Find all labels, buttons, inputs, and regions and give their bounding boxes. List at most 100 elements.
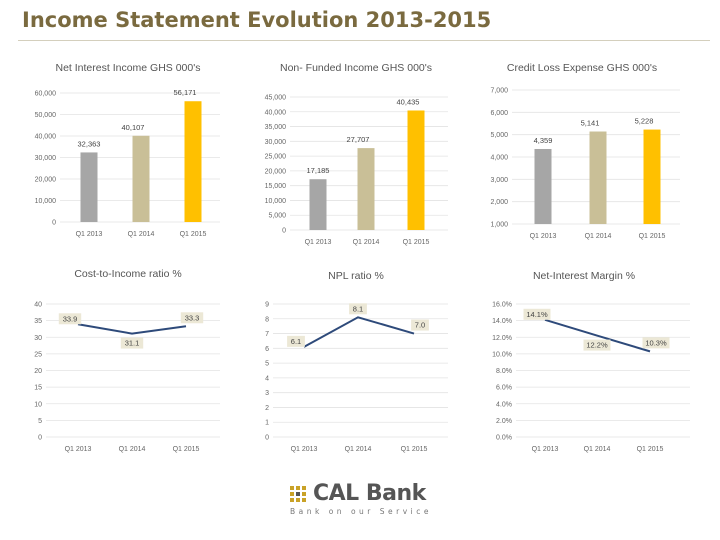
y-tick-label-nfi: 25,000 (265, 154, 287, 161)
x-tick-label-nim: Q1 2015 (637, 446, 664, 453)
data-label-cle: 4,359 (534, 136, 553, 145)
y-tick-label-cti: 35 (34, 318, 42, 325)
x-tick-label-nfi: Q1 2014 (353, 239, 380, 246)
data-label-cti: 31.1 (125, 339, 140, 348)
chart-title-npl: NPL ratio % (328, 270, 384, 282)
x-tick-label-nii: Q1 2015 (180, 231, 207, 238)
data-label-nfi: 40,435 (397, 97, 420, 106)
data-label-cti: 33.3 (185, 313, 200, 322)
data-label-nim: 10.3% (645, 338, 667, 347)
data-label-cle: 5,141 (581, 119, 600, 128)
data-label-nfi: 27,707 (347, 135, 370, 144)
data-label-bg-npl (287, 335, 305, 347)
data-label-cti: 33.9 (63, 314, 78, 323)
bar-nii (184, 101, 202, 222)
y-tick-label-nii: 0 (52, 220, 56, 227)
bar-cle (643, 129, 661, 224)
data-label-bg-nim (523, 308, 551, 320)
y-tick-label-nfi: 5,000 (268, 213, 286, 220)
chart-title-cti: Cost-to-Income ratio % (74, 268, 182, 280)
data-label-bg-cti (180, 312, 204, 324)
y-tick-label-nfi: 45,000 (265, 95, 287, 102)
x-tick-label-npl: Q1 2013 (291, 446, 318, 453)
y-tick-label-npl: 5 (265, 361, 269, 368)
bar-cle (534, 148, 552, 224)
data-label-npl: 6.1 (291, 337, 301, 346)
y-tick-label-nfi: 40,000 (265, 109, 287, 116)
x-tick-label-nii: Q1 2013 (76, 231, 103, 238)
x-tick-label-npl: Q1 2014 (345, 446, 372, 453)
data-label-bg-npl (411, 319, 429, 331)
data-label-nim: 12.2% (586, 341, 608, 350)
chart-title-nfi: Non- Funded Income GHS 000's (280, 62, 432, 74)
y-tick-label-npl: 1 (265, 420, 269, 427)
y-tick-label-nii: 10,000 (35, 198, 57, 205)
bar-nfi (309, 179, 327, 230)
x-tick-label-nim: Q1 2014 (584, 446, 611, 453)
y-tick-label-npl: 4 (265, 375, 269, 382)
y-tick-label-cti: 25 (34, 351, 42, 358)
y-tick-label-nii: 50,000 (35, 112, 57, 119)
y-tick-label-cle: 1,000 (490, 222, 508, 229)
y-tick-label-nfi: 20,000 (265, 168, 287, 175)
data-label-nii: 56,171 (174, 88, 197, 97)
y-tick-label-nim: 0.0% (496, 435, 512, 442)
y-tick-label-nfi: 30,000 (265, 139, 287, 146)
series-line-nim (544, 318, 651, 353)
y-tick-label-nim: 2.0% (496, 418, 512, 425)
data-label-nii: 40,107 (122, 123, 145, 132)
title-divider (18, 40, 710, 41)
y-tick-label-nii: 20,000 (35, 177, 57, 184)
y-tick-label-nii: 40,000 (35, 134, 57, 141)
y-tick-label-nfi: 35,000 (265, 124, 287, 131)
y-tick-label-nim: 12.0% (492, 335, 512, 342)
data-label-bg-nim (583, 339, 611, 351)
page-title: Income Statement Evolution 2013-2015 (22, 8, 492, 32)
y-tick-label-cti: 5 (38, 418, 42, 425)
y-tick-label-nfi: 10,000 (265, 198, 287, 205)
series-line-npl (303, 316, 415, 348)
data-label-cle: 5,228 (635, 117, 654, 126)
y-tick-label-cti: 40 (34, 302, 42, 309)
x-tick-label-cti: Q1 2014 (119, 446, 146, 453)
x-tick-label-cle: Q1 2014 (585, 233, 612, 240)
chart-title-nim: Net-Interest Margin % (532, 270, 636, 282)
data-label-nii: 32,363 (78, 139, 101, 148)
y-tick-label-nfi: 15,000 (265, 183, 287, 190)
y-tick-label-cti: 0 (38, 435, 42, 442)
y-tick-label-nim: 14.0% (492, 318, 512, 325)
y-tick-label-npl: 2 (265, 405, 269, 412)
chart-title-cle: Credit Loss Expense GHS 000's (506, 62, 658, 74)
y-tick-label-cle: 4,000 (490, 155, 508, 162)
y-tick-label-cle: 2,000 (490, 199, 508, 206)
x-tick-label-nii: Q1 2014 (128, 231, 155, 238)
y-tick-label-cti: 20 (34, 368, 42, 375)
x-tick-label-npl: Q1 2015 (401, 446, 428, 453)
cal-bank-logo (290, 486, 306, 502)
y-tick-label-cle: 5,000 (490, 132, 508, 139)
x-tick-label-nfi: Q1 2015 (403, 239, 430, 246)
y-tick-label-npl: 3 (265, 390, 269, 397)
data-label-npl: 7.0 (415, 321, 425, 330)
y-tick-label-cle: 3,000 (490, 177, 508, 184)
bar-cle (589, 131, 607, 224)
data-label-bg-npl (349, 303, 367, 315)
y-tick-label-npl: 6 (265, 346, 269, 353)
bar-nii (80, 152, 98, 222)
x-tick-label-cti: Q1 2013 (65, 446, 92, 453)
x-tick-label-nfi: Q1 2013 (305, 239, 332, 246)
data-label-bg-cti (58, 313, 82, 325)
x-tick-label-cti: Q1 2015 (173, 446, 200, 453)
y-tick-label-cle: 6,000 (490, 110, 508, 117)
y-tick-label-cle: 7,000 (490, 88, 508, 95)
y-tick-label-nim: 16.0% (492, 302, 512, 309)
bar-nii (132, 135, 150, 222)
x-tick-label-cle: Q1 2015 (639, 233, 666, 240)
data-label-nim: 14.1% (526, 310, 548, 319)
y-tick-label-cti: 15 (34, 385, 42, 392)
bar-nfi (407, 110, 425, 230)
y-tick-label-nii: 60,000 (35, 91, 57, 98)
y-tick-label-npl: 8 (265, 316, 269, 323)
bar-nfi (357, 148, 375, 230)
